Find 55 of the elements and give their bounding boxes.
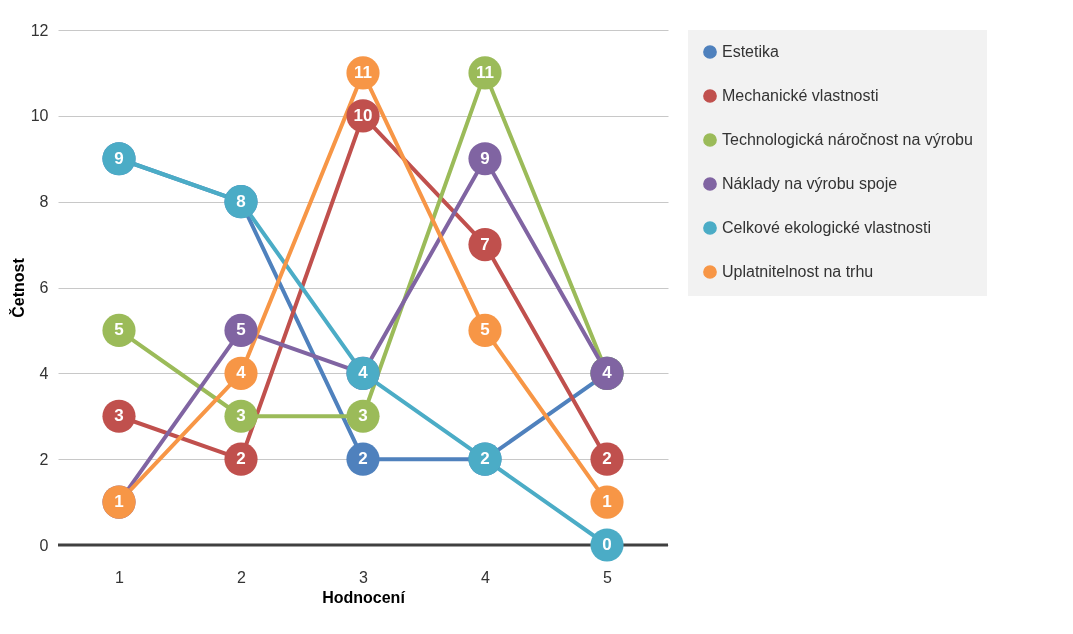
point bbox=[102, 313, 136, 347]
point bbox=[224, 399, 258, 433]
data-label: 1 bbox=[114, 492, 124, 512]
legend-label: Estetika bbox=[722, 43, 780, 60]
point bbox=[590, 485, 624, 519]
x-tick-label: 2 bbox=[237, 568, 247, 586]
legend-label: Celkové ekologické vlastnosti bbox=[722, 219, 931, 236]
data-label: 2 bbox=[480, 449, 490, 469]
data-label: 3 bbox=[114, 406, 124, 426]
y-tick-label: 6 bbox=[39, 279, 49, 296]
y-tick-label: 2 bbox=[39, 450, 49, 468]
data-label: 4 bbox=[602, 363, 613, 383]
data-label: 3 bbox=[358, 406, 368, 426]
legend-label: Uplatnitelnost na trhu bbox=[722, 263, 874, 280]
data-label: 5 bbox=[236, 320, 246, 340]
data-label: 8 bbox=[236, 191, 246, 211]
data-label: 2 bbox=[358, 449, 368, 469]
legend-label: Mechanické vlastnosti bbox=[722, 87, 879, 104]
data-label: 4 bbox=[358, 363, 369, 383]
point bbox=[346, 442, 380, 476]
data-label: 2 bbox=[236, 449, 246, 469]
y-tick-label: 4 bbox=[39, 364, 49, 382]
x-tick-label: 4 bbox=[481, 568, 491, 586]
point bbox=[346, 399, 380, 433]
data-label: 2 bbox=[602, 449, 612, 469]
data-label: 1 bbox=[602, 492, 612, 512]
point bbox=[224, 313, 258, 347]
point bbox=[224, 442, 258, 476]
y-tick-label: 0 bbox=[39, 536, 49, 554]
point bbox=[590, 528, 624, 562]
x-tick-label: 1 bbox=[115, 568, 125, 586]
data-label: 0 bbox=[602, 535, 612, 554]
x-tick-label: 3 bbox=[359, 568, 369, 586]
x-tick-label: 5 bbox=[603, 568, 613, 586]
point bbox=[102, 399, 136, 433]
legend-label: Technologická náročnost na výrobu bbox=[722, 131, 973, 148]
data-label: 9 bbox=[480, 148, 490, 168]
data-label: 4 bbox=[236, 363, 247, 383]
x-axis-title: Hodnocení bbox=[322, 588, 406, 606]
data-label: 7 bbox=[480, 234, 490, 254]
y-axis-title: Četnost bbox=[8, 257, 27, 318]
legend-label: Náklady na výrobu spoje bbox=[722, 175, 898, 192]
data-label: 9 bbox=[114, 148, 124, 168]
data-label: 3 bbox=[236, 406, 246, 426]
y-tick-label: 12 bbox=[30, 21, 49, 39]
data-label: 5 bbox=[114, 320, 124, 340]
y-tick-label: 8 bbox=[39, 193, 49, 211]
data-label: 11 bbox=[354, 62, 372, 82]
point bbox=[468, 228, 502, 262]
data-label: 10 bbox=[353, 105, 373, 125]
data-label: 5 bbox=[480, 320, 490, 340]
point bbox=[590, 442, 624, 476]
data-label: 11 bbox=[476, 62, 494, 82]
point bbox=[468, 313, 502, 347]
y-tick-label: 10 bbox=[30, 107, 49, 125]
